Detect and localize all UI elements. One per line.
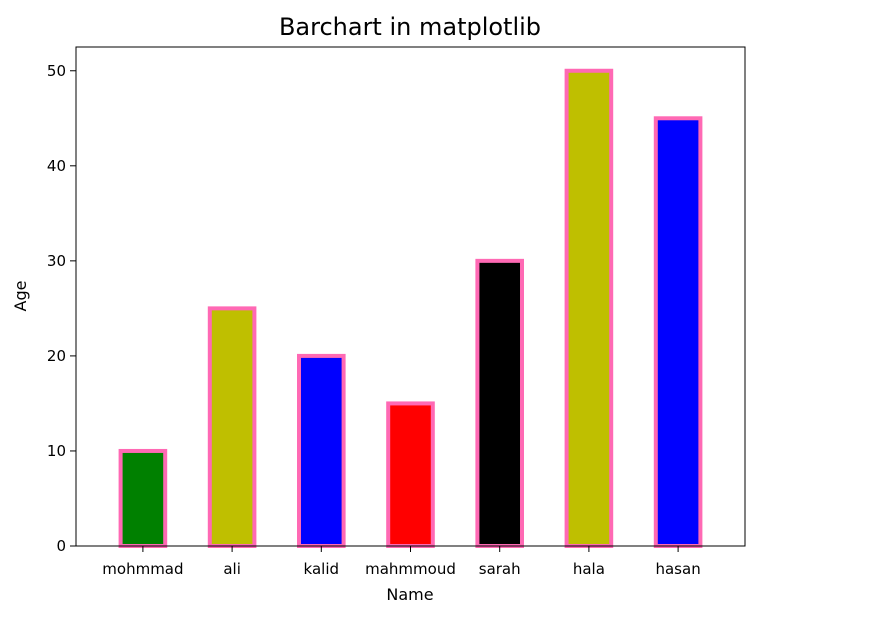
y-tick-label: 40 (47, 157, 66, 175)
x-tick-label: mahmmoud (365, 560, 456, 578)
bar-mohmmad (118, 448, 168, 549)
x-tick-label: mohmmad (102, 560, 183, 578)
plot-area (75, 46, 746, 549)
chart-title: Barchart in matplotlib (279, 13, 541, 41)
y-tick-label: 20 (47, 347, 66, 365)
bar-ali (207, 306, 257, 548)
y-tick-label: 0 (56, 537, 66, 555)
x-axis-label: Name (386, 585, 433, 604)
y-tick-label: 30 (47, 252, 66, 270)
x-tick-label: ali (223, 560, 241, 578)
x-tick-label: hasan (655, 560, 700, 578)
bar-hasan (653, 116, 703, 549)
y-axis-label: Age (11, 281, 30, 312)
x-tick-label: kalid (304, 560, 339, 578)
x-tick-label: sarah (479, 560, 521, 578)
y-tick-label: 50 (47, 62, 66, 80)
bars-group (118, 68, 703, 549)
bar-mahmmoud (386, 401, 435, 548)
y-tick-label: 10 (47, 442, 66, 460)
x-axis: mohmmad ali kalid mahmmoud sarah hala hasan (102, 546, 701, 578)
bar-hala (564, 68, 614, 548)
bar-kalid (297, 353, 346, 548)
bar-sarah (475, 258, 524, 548)
y-axis: 0 10 20 30 40 50 (47, 62, 76, 555)
x-tick-label: hala (573, 560, 605, 578)
